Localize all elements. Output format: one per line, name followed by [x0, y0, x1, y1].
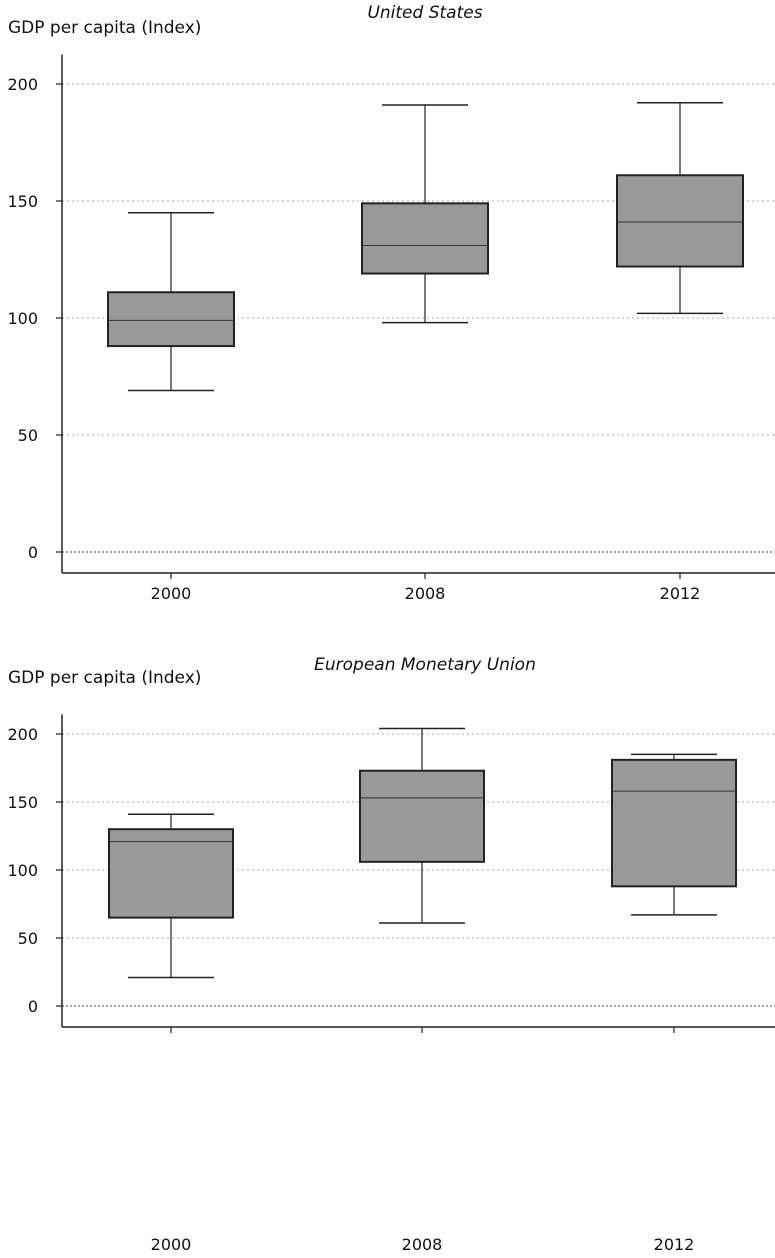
- box-iqr: [616, 174, 744, 268]
- x-tick-label: 2000: [151, 1235, 192, 1254]
- plot-area: 0 50 100 150 200 2000 2008 2012: [7, 54, 775, 603]
- y-tick-label: 200: [7, 725, 38, 744]
- x-tick-label: 2008: [402, 1235, 443, 1254]
- box-2008: [361, 104, 489, 324]
- chart-title: European Monetary Union: [314, 655, 536, 675]
- box-iqr: [359, 769, 485, 863]
- box-iqr: [108, 828, 234, 919]
- y-tick-label: 150: [7, 192, 38, 211]
- box-2000: [107, 211, 235, 392]
- chart-european-monetary-union: GDP per capita (Index) European Monetary…: [0, 650, 775, 1258]
- y-axis-label: GDP per capita (Index): [8, 668, 202, 688]
- box-2008: [359, 727, 485, 924]
- box-2012: [616, 101, 744, 315]
- y-tick-label: 0: [28, 543, 38, 562]
- x-tick-label: 2012: [660, 584, 701, 603]
- x-tick-label: 2008: [405, 584, 446, 603]
- y-tick-label: 0: [28, 997, 38, 1016]
- x-tick-label: 2000: [151, 584, 192, 603]
- y-tick-label: 150: [7, 793, 38, 812]
- x-tick-label: 2012: [654, 1235, 695, 1254]
- box-iqr: [107, 291, 235, 348]
- y-tick-label: 50: [18, 426, 38, 445]
- box-iqr: [361, 202, 489, 275]
- y-axis-label: GDP per capita (Index): [8, 18, 202, 38]
- box-2000: [108, 813, 234, 979]
- plot-area: 0 50 100 150 200 2000 2008 2012: [7, 714, 775, 1254]
- chart-united-states: GDP per capita (Index) United States 0 50…: [0, 0, 775, 620]
- box-2012: [611, 753, 737, 916]
- chart-title: United States: [367, 3, 483, 23]
- y-tick-label: 50: [18, 929, 38, 948]
- box-iqr: [611, 758, 737, 888]
- y-tick-label: 200: [7, 75, 38, 94]
- y-tick-label: 100: [7, 309, 38, 328]
- y-tick-label: 100: [7, 861, 38, 880]
